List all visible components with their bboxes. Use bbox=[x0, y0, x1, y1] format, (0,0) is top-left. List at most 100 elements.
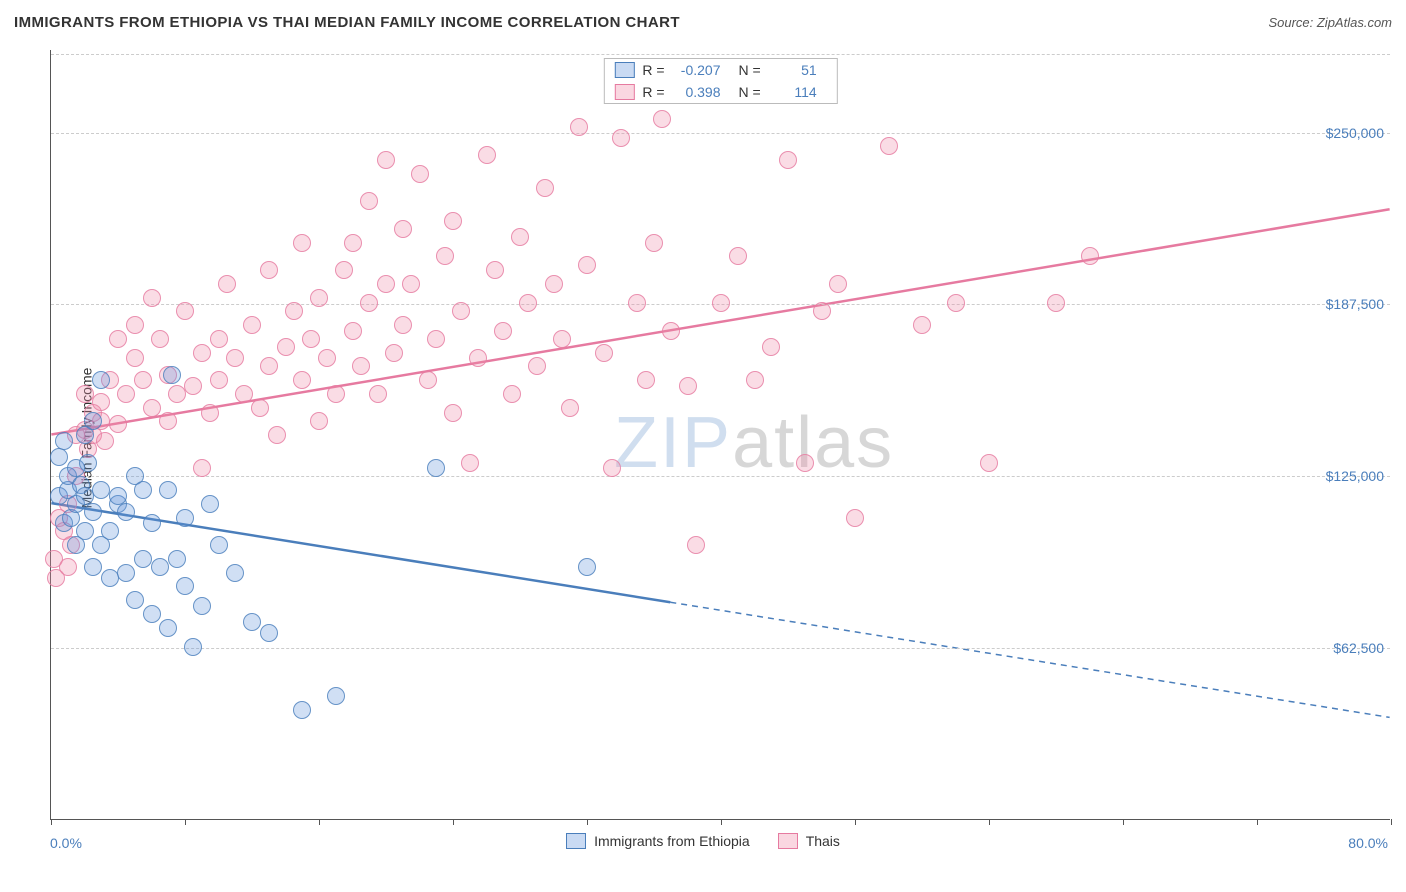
data-point bbox=[210, 536, 228, 554]
data-point bbox=[327, 687, 345, 705]
x-tick bbox=[587, 819, 588, 825]
data-point bbox=[260, 624, 278, 642]
data-point bbox=[729, 247, 747, 265]
legend-row-pink: R = 0.398 N = 114 bbox=[604, 81, 836, 103]
data-point bbox=[84, 503, 102, 521]
data-point bbox=[109, 415, 127, 433]
data-point bbox=[55, 432, 73, 450]
data-point bbox=[1047, 294, 1065, 312]
data-point bbox=[293, 701, 311, 719]
data-point bbox=[377, 151, 395, 169]
data-point bbox=[846, 509, 864, 527]
data-point bbox=[318, 349, 336, 367]
data-point bbox=[553, 330, 571, 348]
x-tick bbox=[855, 819, 856, 825]
data-point bbox=[687, 536, 705, 554]
data-point bbox=[59, 558, 77, 576]
data-point bbox=[419, 371, 437, 389]
data-point bbox=[117, 503, 135, 521]
data-point bbox=[243, 613, 261, 631]
data-point bbox=[260, 261, 278, 279]
data-point bbox=[159, 412, 177, 430]
x-tick bbox=[1391, 819, 1392, 825]
data-point bbox=[193, 459, 211, 477]
data-point bbox=[201, 404, 219, 422]
data-point bbox=[427, 459, 445, 477]
data-point bbox=[310, 289, 328, 307]
data-point bbox=[469, 349, 487, 367]
data-point bbox=[210, 330, 228, 348]
data-point bbox=[151, 330, 169, 348]
data-point bbox=[109, 330, 127, 348]
trend-lines bbox=[51, 50, 1390, 819]
data-point bbox=[394, 316, 412, 334]
legend-item-ethiopia: Immigrants from Ethiopia bbox=[566, 833, 750, 849]
x-tick bbox=[989, 819, 990, 825]
data-point bbox=[260, 357, 278, 375]
data-point bbox=[947, 294, 965, 312]
y-tick-label: $62,500 bbox=[1333, 640, 1392, 656]
data-point bbox=[519, 294, 537, 312]
data-point bbox=[168, 550, 186, 568]
data-point bbox=[980, 454, 998, 472]
data-point bbox=[344, 322, 362, 340]
data-point bbox=[402, 275, 420, 293]
data-point bbox=[360, 294, 378, 312]
data-point bbox=[302, 330, 320, 348]
chart-header: IMMIGRANTS FROM ETHIOPIA VS THAI MEDIAN … bbox=[0, 0, 1406, 40]
data-point bbox=[50, 448, 68, 466]
x-tick bbox=[185, 819, 186, 825]
data-point bbox=[486, 261, 504, 279]
data-point bbox=[645, 234, 663, 252]
data-point bbox=[101, 522, 119, 540]
data-point bbox=[117, 564, 135, 582]
data-point bbox=[143, 605, 161, 623]
data-point bbox=[184, 377, 202, 395]
data-point bbox=[243, 316, 261, 334]
data-point bbox=[168, 385, 186, 403]
data-point bbox=[117, 385, 135, 403]
data-point bbox=[285, 302, 303, 320]
chart-source: Source: ZipAtlas.com bbox=[1268, 15, 1392, 30]
data-point bbox=[76, 385, 94, 403]
x-tick bbox=[319, 819, 320, 825]
data-point bbox=[143, 399, 161, 417]
data-point bbox=[143, 514, 161, 532]
data-point bbox=[101, 569, 119, 587]
data-point bbox=[478, 146, 496, 164]
data-point bbox=[293, 371, 311, 389]
data-point bbox=[679, 377, 697, 395]
data-point bbox=[377, 275, 395, 293]
data-point bbox=[461, 454, 479, 472]
data-point bbox=[746, 371, 764, 389]
data-point bbox=[762, 338, 780, 356]
series-legend: Immigrants from Ethiopia Thais bbox=[0, 833, 1406, 849]
data-point bbox=[109, 487, 127, 505]
data-point bbox=[653, 110, 671, 128]
data-point bbox=[92, 481, 110, 499]
x-tick bbox=[1257, 819, 1258, 825]
data-point bbox=[427, 330, 445, 348]
data-point bbox=[344, 234, 362, 252]
data-point bbox=[327, 385, 345, 403]
data-point bbox=[545, 275, 563, 293]
data-point bbox=[293, 234, 311, 252]
data-point bbox=[369, 385, 387, 403]
data-point bbox=[570, 118, 588, 136]
data-point bbox=[360, 192, 378, 210]
data-point bbox=[494, 322, 512, 340]
data-point bbox=[612, 129, 630, 147]
data-point bbox=[268, 426, 286, 444]
data-point bbox=[92, 371, 110, 389]
data-point bbox=[628, 294, 646, 312]
data-point bbox=[163, 366, 181, 384]
data-point bbox=[201, 495, 219, 513]
swatch-pink-icon bbox=[778, 833, 798, 849]
data-point bbox=[226, 564, 244, 582]
data-point bbox=[126, 349, 144, 367]
data-point bbox=[96, 432, 114, 450]
data-point bbox=[385, 344, 403, 362]
data-point bbox=[913, 316, 931, 334]
plot-area: ZIPatlas R = -0.207 N = 51 R = 0.398 N =… bbox=[50, 50, 1390, 820]
data-point bbox=[193, 344, 211, 362]
